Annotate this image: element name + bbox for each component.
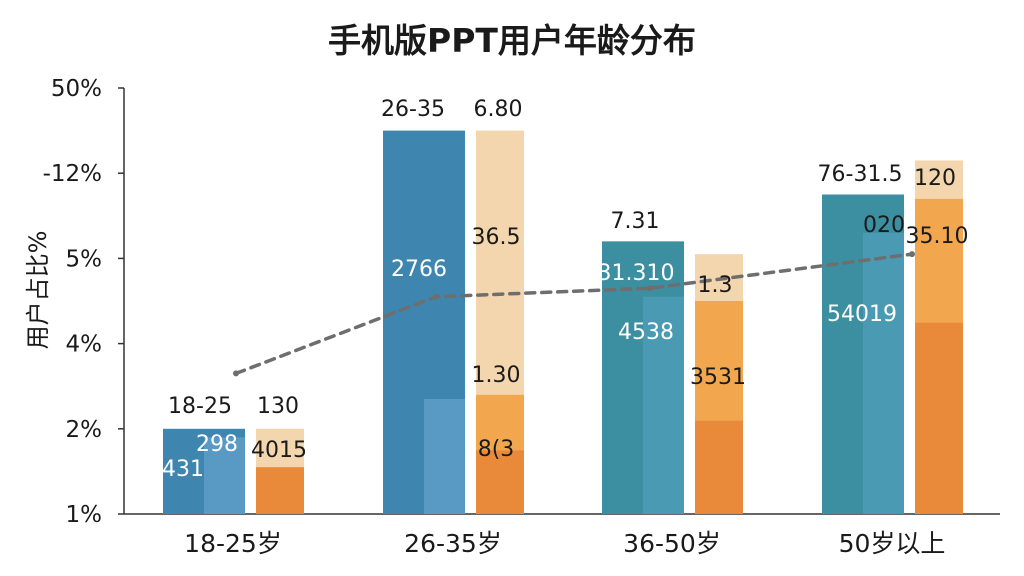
y-tick-label: 5%: [66, 246, 103, 272]
orange-bar-low-segment: [476, 450, 524, 514]
bars: [163, 130, 963, 515]
orange-bar-mid-segment: [915, 198, 963, 323]
data-label-top: 120: [914, 166, 956, 191]
blue-bar-inner-segment: [643, 296, 684, 514]
trend-line: [234, 252, 914, 376]
x-tick-label: 26-35岁: [404, 529, 502, 558]
data-label-inside: 1.3: [698, 273, 733, 298]
data-label-inside: 298: [196, 432, 238, 457]
orange-bar-top-segment: [256, 428, 304, 468]
x-tick-label: 50岁以上: [839, 529, 946, 558]
data-label-inside: 020: [863, 213, 905, 238]
orange-bar-low-segment: [915, 322, 963, 514]
orange-bar-mid-segment: [695, 301, 743, 421]
blue-bar-inner-segment: [204, 437, 245, 514]
trend-point: [909, 251, 915, 258]
data-label-top: 6.80: [474, 97, 523, 122]
data-label-top: 130: [257, 394, 299, 419]
orange-bar-top-segment: [476, 130, 524, 395]
chart-title: 手机版PPT用户年龄分布: [328, 21, 696, 60]
y-axis-label: 用户占比%: [24, 231, 52, 350]
data-label-inside: 1.30: [472, 363, 521, 388]
orange-bar-low-segment: [256, 467, 304, 514]
x-tick-label: 36-50岁: [623, 529, 721, 558]
y-tick-label: 50%: [51, 76, 102, 102]
data-label-inside: 35.10: [906, 224, 969, 249]
data-label-top: 18-25: [168, 394, 232, 419]
trend-point: [233, 370, 239, 377]
y-tick-label: 4%: [66, 332, 103, 358]
data-label-inside: 431: [162, 457, 204, 482]
y-tick-label: 1%: [66, 502, 103, 528]
orange-bar-mid-segment: [476, 394, 524, 451]
y-tick-label: 2%: [66, 417, 103, 443]
trend-point: [647, 285, 653, 292]
data-label-inside: 4015: [251, 438, 307, 463]
data-label-inside: 31.310: [598, 261, 675, 286]
data-label-inside: 2766: [391, 257, 447, 282]
data-label-inside: 54019: [827, 302, 897, 327]
data-label-inside: 4538: [618, 320, 674, 345]
y-tick-label: -12%: [43, 161, 102, 187]
data-label-inside: 8(3: [478, 437, 515, 462]
blue-bar-inner-segment: [424, 398, 465, 514]
data-label-top: 76-31.5: [818, 162, 903, 187]
x-tick-label: 18-25岁: [184, 529, 282, 558]
data-label-top: 7.31: [611, 209, 660, 234]
blue-bar-inner-segment: [863, 232, 904, 514]
data-label-inside: 3531: [690, 365, 746, 390]
axes: 1% 2% 4% 5% -12% 50%: [43, 76, 1000, 528]
data-label-inside: 36.5: [472, 225, 521, 250]
data-label-top: 26-35: [381, 97, 445, 122]
trend-line-group: [233, 251, 915, 377]
orange-bar-low-segment: [695, 420, 743, 514]
trend-point: [433, 293, 439, 300]
orange-bar-top-segment: [915, 160, 963, 199]
